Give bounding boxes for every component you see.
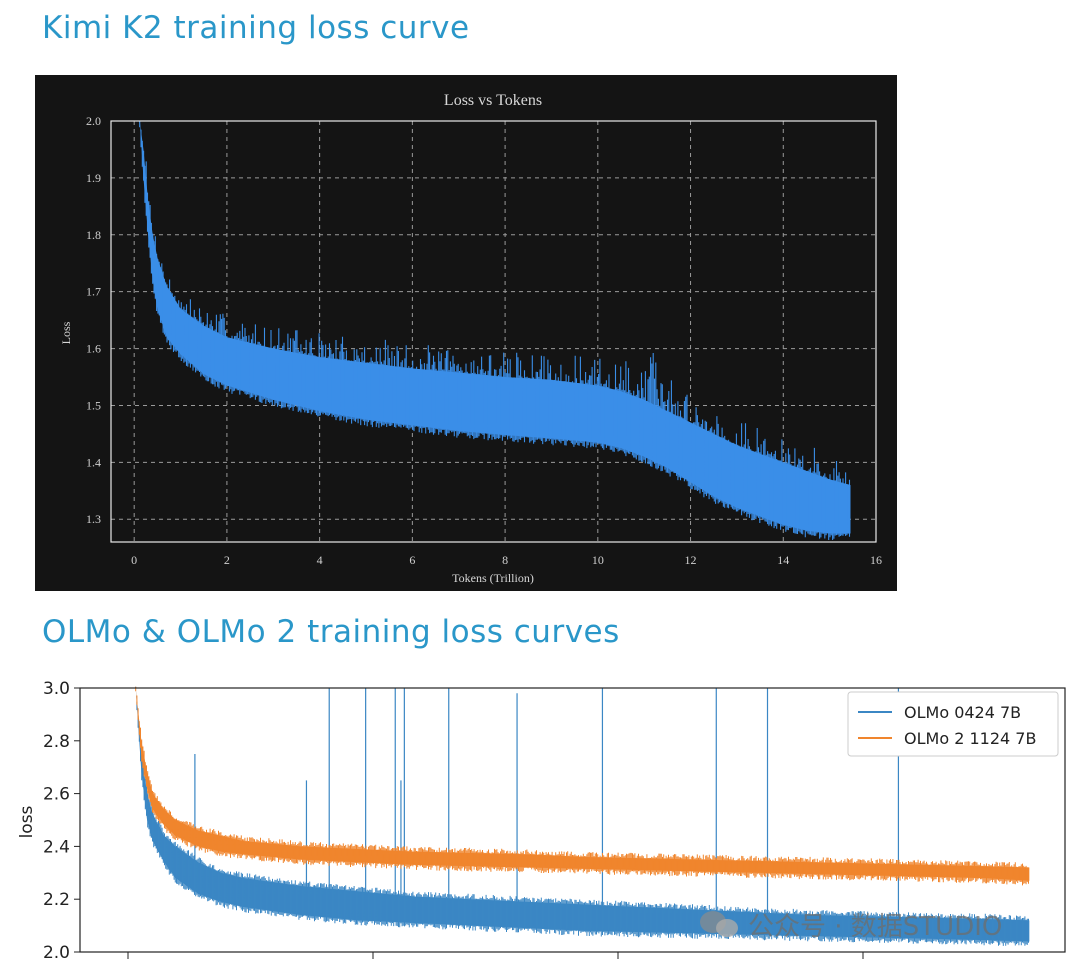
- kimi-x-tick-label: 14: [777, 553, 789, 567]
- kimi-series: [139, 121, 851, 540]
- kimi-chart-title: Loss vs Tokens: [444, 92, 542, 109]
- olmo-legend: OLMo 0424 7B OLMo 2 1124 7B: [847, 691, 1059, 757]
- watermark-text: 公众号 · 数据STUDIO: [748, 912, 1003, 942]
- kimi-y-tick-label: 1.3: [86, 512, 101, 526]
- olmo-y-tick-label: 2.8: [43, 732, 70, 752]
- olmo-line-1: [135, 686, 1029, 886]
- kimi-y-tick-label: 1.8: [86, 228, 101, 242]
- kimi-x-tick-label: 6: [409, 553, 415, 567]
- kimi-x-tick-label: 2: [224, 553, 230, 567]
- olmo-plot-frame: [79, 687, 1066, 953]
- olmo-legend-box: [847, 691, 1059, 757]
- olmo-legend-label-1: OLMo 2 1124 7B: [904, 729, 1036, 748]
- kimi-ticks: 0 2 4 6 8 10 12 14 16 1.3 1.4 1.5 1.6 1.7 1.8 1.9 2.0: [86, 114, 882, 567]
- kimi-x-tick-label: 10: [592, 553, 604, 567]
- kimi-x-tick-label: 4: [317, 553, 323, 567]
- kimi-x-tick-label: 16: [870, 553, 882, 567]
- kimi-x-axis-label: Tokens (Trillion): [452, 571, 534, 585]
- olmo-y-tick-label: 2.6: [43, 785, 70, 805]
- kimi-x-tick-label: 12: [685, 553, 697, 567]
- kimi-x-tick-label: 8: [502, 553, 508, 567]
- kimi-y-tick-label: 1.9: [86, 171, 101, 185]
- kimi-x-tick-label: 0: [131, 553, 137, 567]
- kimi-loss-line: [139, 121, 851, 540]
- olmo-legend-label-0: OLMo 0424 7B: [904, 703, 1021, 722]
- kimi-k2-loss-chart: 0 2 4 6 8 10 12 14 16 1.3 1.4 1.5 1.6 1.7 1.8 1.9 2.0 Lo…: [35, 75, 897, 591]
- kimi-y-tick-label: 1.7: [86, 285, 101, 299]
- wechat-icon: [700, 910, 740, 939]
- olmo-loss-chart: 2.0 2.2 2.4 2.6 2.8 3.0 loss OLMo 0424 7B OLM…: [17, 679, 1066, 963]
- kimi-y-tick-label: 1.4: [86, 455, 101, 469]
- olmo-ticks: 2.0 2.2 2.4 2.6 2.8 3.0: [43, 679, 864, 963]
- olmo-y-tick-label: 2.0: [43, 943, 70, 963]
- kimi-y-tick-label: 1.5: [86, 398, 101, 412]
- olmo-y-tick-label: 3.0: [43, 679, 70, 699]
- kimi-y-tick-label: 1.6: [86, 342, 101, 356]
- olmo-y-tick-label: 2.4: [43, 837, 70, 857]
- kimi-heading: Kimi K2 training loss curve: [42, 10, 470, 46]
- olmo-heading: OLMo & OLMo 2 training loss curves: [42, 614, 620, 650]
- olmo-y-tick-label: 2.2: [43, 890, 70, 910]
- kimi-plot-frame: [110, 120, 877, 543]
- watermark: 公众号 · 数据STUDIO: [700, 906, 1002, 943]
- kimi-y-tick-label: 2.0: [86, 114, 101, 128]
- kimi-y-axis-label: Loss: [59, 321, 73, 344]
- olmo-y-axis-label: loss: [17, 805, 37, 838]
